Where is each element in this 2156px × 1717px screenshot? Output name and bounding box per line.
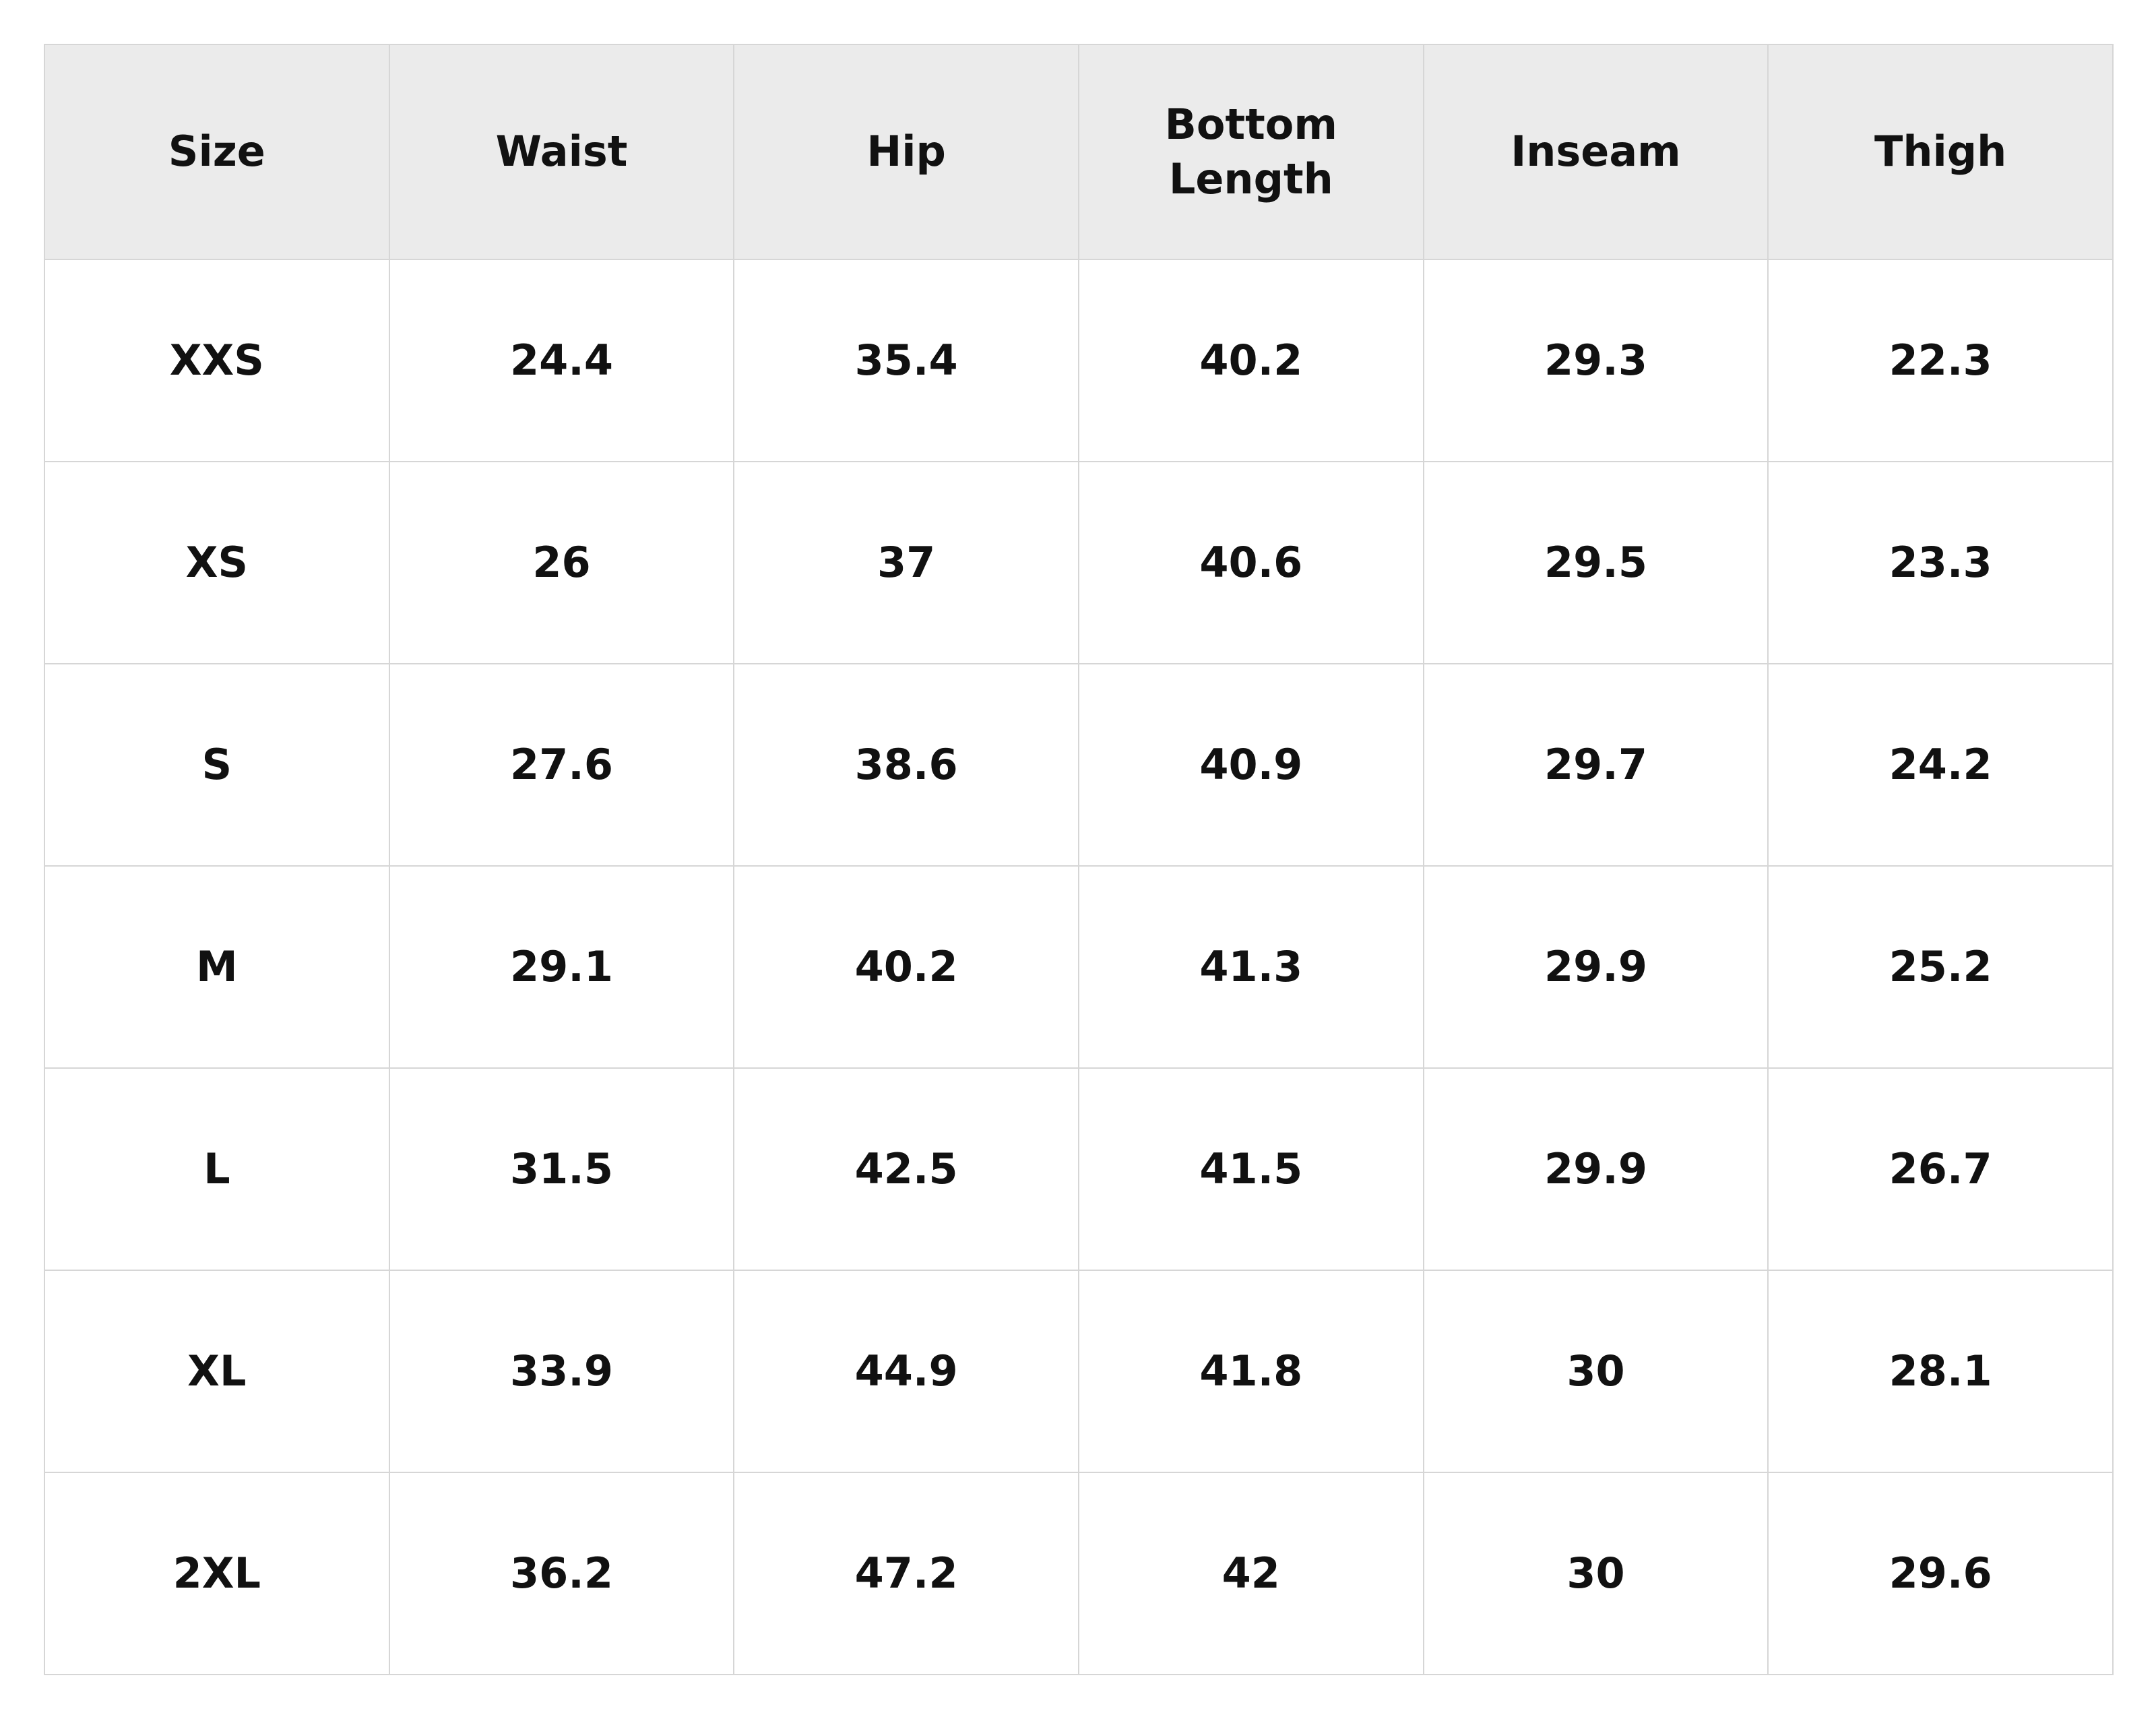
value-cell-text: 37 xyxy=(877,537,936,587)
value-cell: 41.8 xyxy=(1079,1271,1424,1473)
size-cell: 2XL xyxy=(45,1473,390,1675)
header-cell: Inseam xyxy=(1424,45,1769,260)
value-cell: 29.1 xyxy=(389,867,735,1069)
header-cell: Size xyxy=(45,45,390,260)
value-cell-text: 40.2 xyxy=(854,941,958,991)
value-cell: 30 xyxy=(1424,1271,1769,1473)
value-cell: 29.9 xyxy=(1424,867,1769,1069)
value-cell-text: 47.2 xyxy=(854,1548,958,1598)
value-cell-text: 38.6 xyxy=(854,739,958,789)
value-cell: 22.3 xyxy=(1769,260,2114,462)
value-cell: 29.9 xyxy=(1424,1069,1769,1271)
value-cell-text: 30 xyxy=(1566,1346,1625,1396)
size-cell: XL xyxy=(45,1271,390,1473)
size-cell: XS xyxy=(45,462,390,664)
value-cell: 36.2 xyxy=(389,1473,735,1675)
value-cell: 26.7 xyxy=(1769,1069,2114,1271)
size-cell: S xyxy=(45,664,390,867)
value-cell-text: 40.9 xyxy=(1199,739,1303,789)
value-cell-text: 23.3 xyxy=(1889,537,1992,587)
size-cell-text: XL xyxy=(187,1346,247,1396)
value-cell: 35.4 xyxy=(734,260,1079,462)
size-table: Size Waist Hip Bottom Length Inseam Thigh XXS 2… xyxy=(44,44,2114,1675)
value-cell: 24.4 xyxy=(389,260,735,462)
size-cell-text: XXS xyxy=(169,335,264,385)
value-cell-text: 29.9 xyxy=(1544,941,1647,991)
value-cell: 30 xyxy=(1424,1473,1769,1675)
value-cell: 41.5 xyxy=(1079,1069,1424,1271)
size-cell: XXS xyxy=(45,260,390,462)
value-cell: 27.6 xyxy=(389,664,735,867)
header-cell: Waist xyxy=(389,45,735,260)
value-cell: 41.3 xyxy=(1079,867,1424,1069)
header-cell-text: Waist xyxy=(495,127,628,177)
value-cell: 40.6 xyxy=(1079,462,1424,664)
value-cell: 40.2 xyxy=(1079,260,1424,462)
value-cell: 26 xyxy=(389,462,735,664)
size-cell: M xyxy=(45,867,390,1069)
value-cell: 31.5 xyxy=(389,1069,735,1271)
header-cell: Thigh xyxy=(1769,45,2114,260)
size-cell: L xyxy=(45,1069,390,1271)
header-cell-text: Hip xyxy=(866,127,946,177)
value-cell-text: 29.5 xyxy=(1544,537,1647,587)
value-cell-text: 26.7 xyxy=(1889,1144,1992,1193)
size-cell-text: S xyxy=(201,739,232,789)
value-cell-text: 29.9 xyxy=(1544,1144,1647,1193)
value-cell: 33.9 xyxy=(389,1271,735,1473)
value-cell-text: 41.3 xyxy=(1199,941,1303,991)
value-cell: 28.1 xyxy=(1769,1271,2114,1473)
size-cell-text: XS xyxy=(185,537,249,587)
header-cell-text: Bottom Length xyxy=(1164,99,1337,204)
value-cell-text: 24.4 xyxy=(510,335,613,385)
value-cell: 44.9 xyxy=(734,1271,1079,1473)
value-cell-text: 22.3 xyxy=(1889,335,1992,385)
value-cell-text: 29.1 xyxy=(510,941,613,991)
value-cell-text: 44.9 xyxy=(854,1346,958,1396)
value-cell: 47.2 xyxy=(734,1473,1079,1675)
value-cell: 37 xyxy=(734,462,1079,664)
value-cell: 42.5 xyxy=(734,1069,1079,1271)
value-cell-text: 31.5 xyxy=(510,1144,613,1193)
value-cell-text: 24.2 xyxy=(1889,739,1992,789)
value-cell: 23.3 xyxy=(1769,462,2114,664)
value-cell: 29.6 xyxy=(1769,1473,2114,1675)
value-cell-text: 41.8 xyxy=(1199,1346,1303,1396)
value-cell-text: 35.4 xyxy=(854,335,958,385)
value-cell: 25.2 xyxy=(1769,867,2114,1069)
value-cell-text: 30 xyxy=(1566,1548,1625,1598)
size-cell-text: 2XL xyxy=(172,1548,261,1598)
value-cell: 38.6 xyxy=(734,664,1079,867)
value-cell: 29.7 xyxy=(1424,664,1769,867)
value-cell-text: 28.1 xyxy=(1889,1346,1992,1396)
header-cell-text: Size xyxy=(168,127,265,177)
value-cell: 29.3 xyxy=(1424,260,1769,462)
value-cell: 40.2 xyxy=(734,867,1079,1069)
header-cell: Hip xyxy=(734,45,1079,260)
header-cell-text: Thigh xyxy=(1874,127,2007,177)
value-cell-text: 40.2 xyxy=(1199,335,1303,385)
value-cell-text: 29.3 xyxy=(1544,335,1647,385)
size-cell-text: L xyxy=(203,1144,230,1193)
value-cell: 29.5 xyxy=(1424,462,1769,664)
value-cell-text: 25.2 xyxy=(1889,941,1992,991)
value-cell-text: 27.6 xyxy=(510,739,613,789)
value-cell-text: 42 xyxy=(1222,1548,1280,1598)
value-cell: 24.2 xyxy=(1769,664,2114,867)
value-cell: 40.9 xyxy=(1079,664,1424,867)
value-cell-text: 29.7 xyxy=(1544,739,1647,789)
value-cell-text: 40.6 xyxy=(1199,537,1303,587)
value-cell-text: 33.9 xyxy=(510,1346,613,1396)
value-cell-text: 42.5 xyxy=(854,1144,958,1193)
value-cell-text: 29.6 xyxy=(1889,1548,1992,1598)
value-cell-text: 26 xyxy=(532,537,591,587)
value-cell-text: 41.5 xyxy=(1199,1144,1303,1193)
value-cell: 42 xyxy=(1079,1473,1424,1675)
header-cell: Bottom Length xyxy=(1079,45,1424,260)
size-cell-text: M xyxy=(195,941,238,991)
header-cell-text: Inseam xyxy=(1511,127,1681,177)
value-cell-text: 36.2 xyxy=(510,1548,613,1598)
